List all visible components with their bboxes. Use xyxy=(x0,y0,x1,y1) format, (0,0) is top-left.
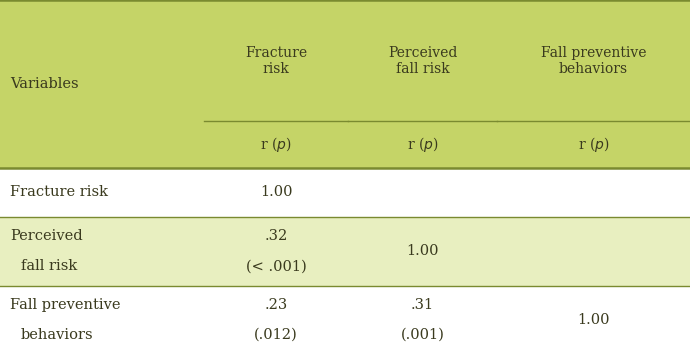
Text: fall risk: fall risk xyxy=(21,260,77,273)
Bar xyxy=(0,217,690,286)
Text: Perceived
fall risk: Perceived fall risk xyxy=(388,45,457,76)
Text: Variables: Variables xyxy=(10,77,79,91)
Text: Perceived: Perceived xyxy=(10,229,83,243)
Text: (< .001): (< .001) xyxy=(246,260,306,273)
Text: Fall preventive: Fall preventive xyxy=(10,298,121,312)
Text: Fracture
risk: Fracture risk xyxy=(245,45,307,76)
Text: 1.00: 1.00 xyxy=(406,245,439,258)
Text: 1.00: 1.00 xyxy=(259,185,293,199)
Text: Fracture risk: Fracture risk xyxy=(10,185,108,199)
Text: 1.00: 1.00 xyxy=(577,313,610,327)
Text: r ($\it{p}$): r ($\it{p}$) xyxy=(260,135,292,154)
Bar xyxy=(0,286,690,342)
Text: r ($\it{p}$): r ($\it{p}$) xyxy=(578,135,609,154)
Text: .32: .32 xyxy=(264,229,288,243)
Text: .31: .31 xyxy=(411,298,434,312)
Bar xyxy=(0,0,690,168)
Text: behaviors: behaviors xyxy=(21,328,93,342)
Text: Fall preventive
behaviors: Fall preventive behaviors xyxy=(541,45,646,76)
Text: .23: .23 xyxy=(264,298,288,312)
Text: (.001): (.001) xyxy=(401,328,444,342)
Text: (.012): (.012) xyxy=(254,328,298,342)
Bar xyxy=(0,168,690,217)
Text: r ($\it{p}$): r ($\it{p}$) xyxy=(407,135,438,154)
